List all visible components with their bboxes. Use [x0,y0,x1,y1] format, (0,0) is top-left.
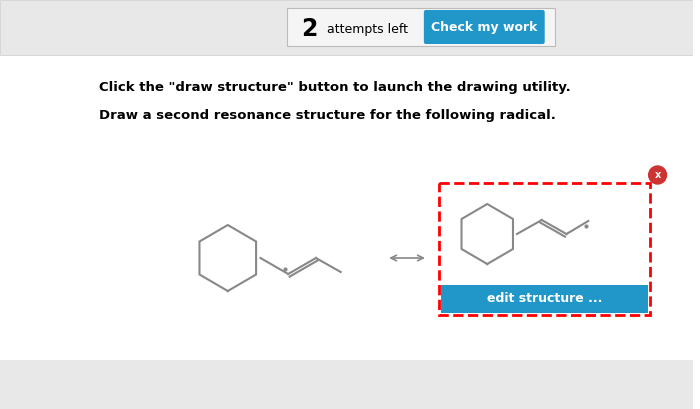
FancyBboxPatch shape [287,8,554,46]
FancyBboxPatch shape [439,183,650,315]
Text: Check my work: Check my work [431,20,538,34]
Text: x: x [654,170,661,180]
Text: edit structure ...: edit structure ... [486,292,602,306]
Text: attempts left: attempts left [327,22,408,36]
Text: 2: 2 [301,17,317,41]
FancyBboxPatch shape [0,0,693,55]
Text: Click the "draw structure" button to launch the drawing utility.: Click the "draw structure" button to lau… [99,81,570,94]
Circle shape [649,166,666,184]
Text: Draw a second resonance structure for the following radical.: Draw a second resonance structure for th… [99,108,556,121]
FancyBboxPatch shape [441,285,648,313]
FancyBboxPatch shape [0,360,693,409]
FancyBboxPatch shape [424,10,545,44]
